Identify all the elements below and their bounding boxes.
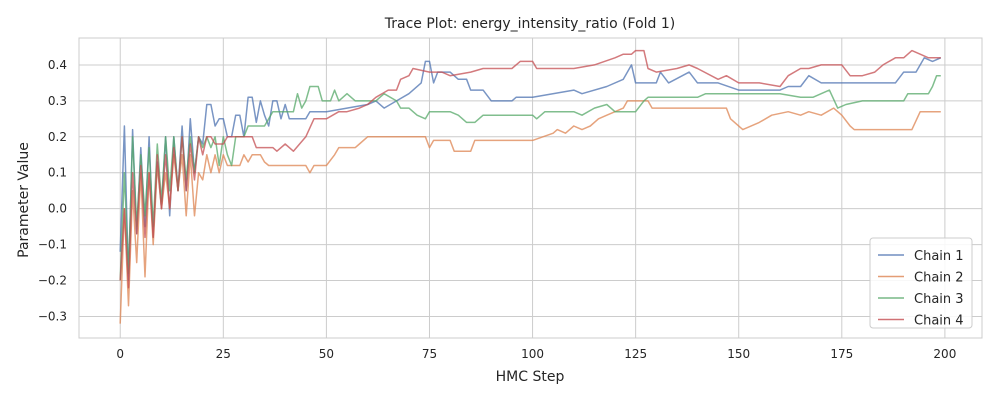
- x-tick-label: 100: [521, 347, 544, 361]
- y-tick-label: 0.1: [48, 166, 67, 180]
- y-tick-label: 0.0: [48, 202, 67, 216]
- series-line-chain-2: [119, 100, 941, 324]
- x-tick-label: 50: [319, 347, 334, 361]
- x-tick-label: 75: [422, 347, 437, 361]
- y-tick-label: 0.4: [48, 58, 67, 72]
- x-tick-label: 0: [116, 347, 124, 361]
- y-tick-label: −0.3: [38, 309, 67, 323]
- y-tick-label: −0.2: [38, 274, 67, 288]
- y-tick-label: 0.2: [48, 130, 67, 144]
- x-tick-label: 25: [216, 347, 231, 361]
- x-axis-title: HMC Step: [496, 369, 565, 385]
- x-tick-label: 125: [624, 347, 647, 361]
- plot-frame: [78, 37, 983, 339]
- legend-label-chain-4: Chain 4: [914, 314, 964, 329]
- x-tick-label: 150: [727, 347, 750, 361]
- y-tick-label: −0.1: [38, 238, 67, 252]
- plot-area: 0 25 50 75 100 125 150 175 200 −0.3 −0.2 −0.1 0.0 0.1…: [38, 37, 983, 361]
- legend: Chain 1 Chain 2 Chain 3 Chain 4: [869, 237, 973, 329]
- y-tick-label: 0.3: [48, 94, 67, 108]
- legend-label-chain-2: Chain 2: [914, 271, 964, 286]
- chart-title: Trace Plot: energy_intensity_ratio (Fold…: [384, 16, 676, 32]
- legend-box: [869, 237, 973, 329]
- y-axis-title: Parameter Value: [16, 142, 32, 258]
- legend-label-chain-1: Chain 1: [914, 249, 964, 264]
- legend-label-chain-3: Chain 3: [914, 292, 964, 307]
- series-line-chain-4: [119, 49, 941, 289]
- x-tick-label: 200: [933, 347, 956, 361]
- x-tick-label: 175: [830, 347, 853, 361]
